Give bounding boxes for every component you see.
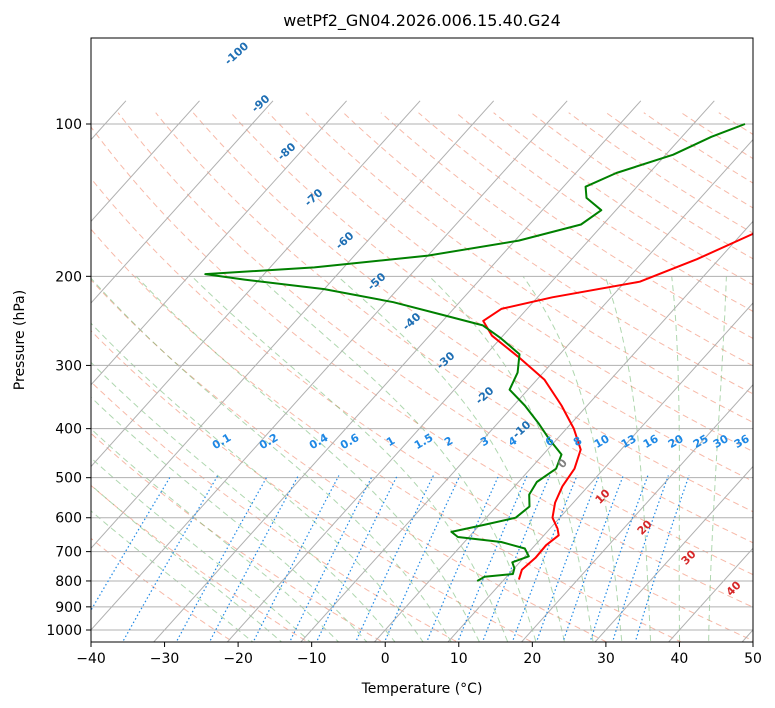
mixing-ratio-line	[383, 475, 461, 642]
moist-adiabat-line	[428, 275, 594, 642]
x-tick-label: −40	[76, 651, 106, 667]
moist-adiabat-line	[135, 275, 480, 642]
plot-area	[91, 100, 753, 642]
mixing-ratio-line	[121, 475, 219, 642]
dry-adiabat-line	[267, 112, 753, 453]
moist-adiabat-line	[91, 322, 424, 642]
mixing-ratio-line	[457, 475, 528, 642]
moist-adiabat-line	[191, 275, 509, 642]
moist-adiabat-line	[522, 276, 623, 642]
mixing-ratio-line	[634, 475, 690, 642]
isotherm-line	[520, 384, 753, 642]
moist-adiabat-line	[91, 484, 283, 642]
mixing-ratio-line	[511, 475, 578, 642]
x-tick-label: 10	[450, 651, 468, 667]
isotherm-line	[91, 100, 495, 549]
dry-adiabat-line	[91, 228, 683, 642]
isotherm-line	[91, 100, 347, 386]
y-tick-label: 800	[55, 574, 82, 590]
axes-frame	[90, 37, 754, 643]
moist-adiabat-line	[91, 361, 396, 642]
x-axis-label: Temperature (°C)	[361, 681, 483, 697]
plot-frame	[90, 37, 754, 643]
x-tick-label: 30	[597, 651, 615, 667]
axis-ticks: −40 −30 −20 −10 0 10 20 30 40 50 100 200 300 400 500 60…	[46, 117, 762, 667]
moist-adiabat-line	[257, 275, 537, 642]
mixing-ratio-line	[355, 475, 434, 642]
isotherm-line	[226, 100, 715, 642]
y-tick-label: 900	[55, 600, 82, 616]
dry-adiabat-line	[418, 112, 753, 339]
moist-adiabat-line	[91, 428, 340, 642]
y-tick-label: 600	[55, 511, 82, 527]
x-tick-label: 0	[381, 651, 390, 667]
mixing-ratio-line	[208, 475, 299, 642]
x-tick-label: −20	[223, 651, 253, 667]
mixing-ratio-line	[481, 475, 551, 642]
x-tick-label: −10	[297, 651, 327, 667]
isotherm-line	[91, 100, 568, 631]
x-tick-label: 40	[671, 651, 689, 667]
y-tick-label: 300	[55, 358, 82, 374]
mixing-ratio-line	[426, 475, 500, 642]
y-tick-label: 200	[55, 269, 82, 285]
isotherm-line	[91, 100, 274, 304]
moist-adiabat-line	[604, 276, 652, 642]
chart-title: wetPf2_GN04.2026.006.15.40.G24	[283, 11, 561, 31]
x-tick-label: 50	[744, 651, 762, 667]
y-tick-label: 100	[55, 117, 82, 133]
x-tick-label: 20	[523, 651, 541, 667]
moist-adiabat-line	[91, 277, 452, 642]
isotherm-line	[91, 100, 200, 223]
dry-adiabat-line	[305, 112, 753, 423]
moist-adiabat-line	[671, 276, 681, 642]
moist-adiabat-line	[708, 276, 727, 642]
isotherm-line	[153, 100, 642, 642]
dry-adiabat-line	[91, 381, 459, 642]
mixing-ratio-line	[175, 475, 269, 642]
isotherm-line	[594, 465, 753, 642]
dry-adiabat-line	[155, 112, 753, 544]
y-tick-label: 1000	[46, 623, 82, 639]
y-axis-label: Pressure (hPa)	[12, 290, 28, 390]
dry-adiabat-line	[117, 112, 753, 576]
dry-adiabat-line	[380, 112, 753, 367]
isotherm-line	[667, 547, 753, 642]
moist-adiabat-line	[91, 396, 368, 642]
dry-adiabat-line	[91, 537, 234, 642]
dry-adiabat-line	[91, 330, 533, 642]
x-tick-label: −30	[150, 651, 180, 667]
moist-adiabat-line	[91, 510, 254, 642]
moist-adiabat-line	[337, 275, 565, 642]
temperature-profile	[482, 232, 753, 580]
y-tick-label: 400	[55, 422, 82, 438]
dewpoint-profile	[204, 123, 746, 582]
y-tick-label: 500	[55, 471, 82, 487]
isotherm-line	[91, 100, 421, 468]
y-tick-label: 700	[55, 545, 82, 561]
isotherm-line	[373, 220, 753, 642]
mixing-ratio-line	[91, 475, 172, 612]
